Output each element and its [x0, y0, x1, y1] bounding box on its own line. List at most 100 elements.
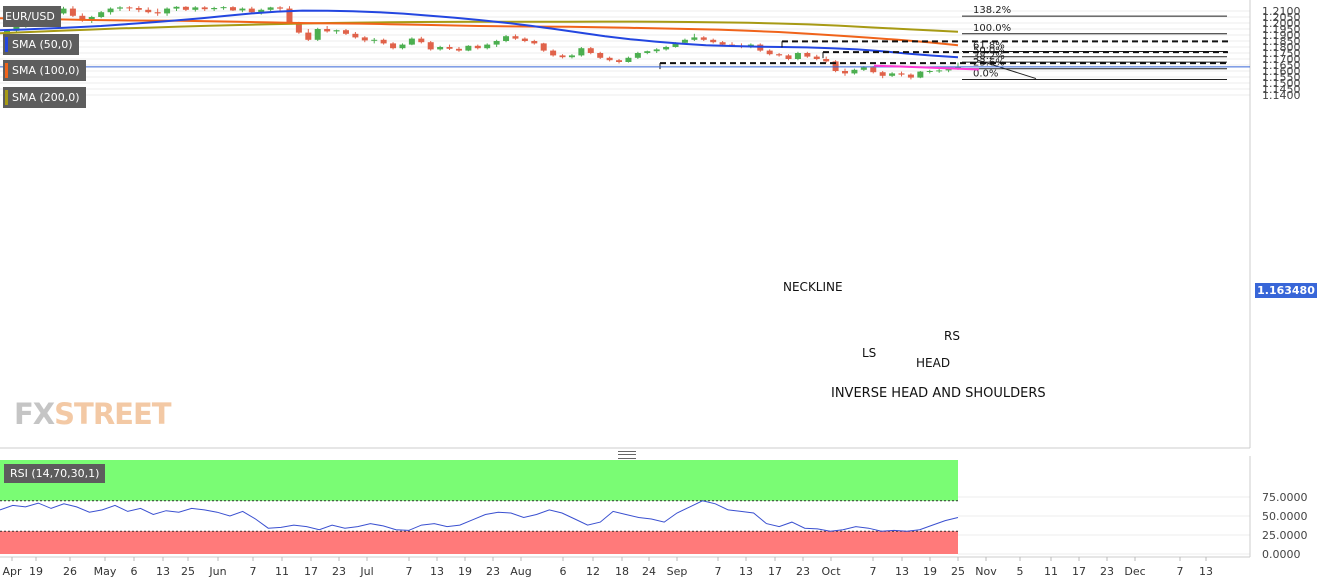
x-tick-label: 25 [181, 565, 195, 578]
x-tick-label: Apr [2, 565, 22, 578]
x-tick-label: 18 [615, 565, 629, 578]
fxstreet-logo: FXSTREET [14, 397, 172, 431]
candle-body [286, 8, 293, 23]
candle-body [220, 7, 227, 9]
x-tick-label: 6 [560, 565, 567, 578]
candle-body [267, 7, 274, 10]
x-tick-label: 7 [870, 565, 877, 578]
candle-body [823, 59, 830, 62]
candle-body [568, 55, 575, 58]
candle-body [776, 54, 783, 56]
candle-body [945, 68, 952, 71]
candle-body [842, 71, 849, 74]
rsi-overbought-zone [0, 460, 958, 501]
rsi-y-tick-label: 75.0000 [1262, 491, 1308, 504]
candle-body [258, 9, 265, 13]
price-y-tick-label: 1.1750 [1262, 47, 1301, 60]
legend-rsi[interactable]: RSI (14,70,30,1) [4, 464, 106, 483]
candle-body [192, 7, 199, 10]
x-tick-label: 13 [1199, 565, 1213, 578]
candle-body [766, 50, 773, 55]
sma200-line [0, 20, 959, 35]
candle-body [540, 43, 547, 51]
x-tick-label: 23 [796, 565, 810, 578]
pane-splitter-handle[interactable] [618, 451, 636, 459]
candle-body [229, 7, 236, 11]
x-tick-label: 17 [768, 565, 782, 578]
candle-body [88, 17, 95, 21]
candle-body [437, 47, 444, 50]
candle-body [352, 33, 359, 38]
candle-body [907, 74, 914, 78]
candle-body [606, 57, 613, 61]
candle-body [69, 8, 76, 16]
price-y-tick-label: 1.1850 [1262, 35, 1301, 48]
logo-street: STREET [54, 397, 171, 431]
candle-body [851, 69, 858, 74]
candle-body [324, 29, 331, 32]
candle-body [926, 71, 933, 72]
legend-instrument: EUR/USD [3, 6, 61, 27]
candle-body [380, 39, 387, 44]
left-shoulder-label: LS [862, 346, 876, 360]
candle-body [860, 67, 867, 70]
x-tick-label: Oct [821, 565, 841, 578]
fib-trend-line [977, 59, 1037, 80]
x-tick-label: Sep [667, 565, 688, 578]
price-y-tick-label: 1.2100 [1262, 5, 1301, 18]
candle-body [135, 8, 142, 10]
candle-body [625, 57, 632, 62]
legend-sma50[interactable]: SMA (50,0) [3, 34, 79, 55]
candle-body [550, 50, 557, 56]
candle-body [616, 60, 623, 62]
candle-body [79, 15, 86, 21]
rsi-line [0, 500, 959, 532]
candle-body [672, 42, 679, 47]
x-tick-label: 13 [156, 565, 170, 578]
x-tick-label: 12 [586, 565, 600, 578]
pattern-label: INVERSE HEAD AND SHOULDERS [831, 386, 1046, 401]
legend-sma100[interactable]: SMA (100,0) [3, 60, 86, 81]
x-tick-label: 19 [458, 565, 472, 578]
price-y-tick-label: 1.1900 [1262, 29, 1301, 42]
price-y-tick-label: 1.1950 [1262, 23, 1301, 36]
x-tick-label: 11 [275, 565, 289, 578]
price-y-tick-label: 1.1500 [1262, 77, 1301, 90]
legend-sma200[interactable]: SMA (200,0) [3, 87, 86, 108]
price-y-tick-label: 1.1550 [1262, 71, 1301, 84]
x-tick-label: 17 [304, 565, 318, 578]
candle-body [503, 36, 510, 41]
candle-body [154, 12, 161, 14]
sma50-line [0, 9, 959, 59]
candle-body [342, 30, 349, 34]
price-y-tick-label: 1.2000 [1262, 17, 1301, 30]
x-tick-label: Jul [359, 565, 373, 578]
price-y-tick-label: 1.1400 [1262, 89, 1301, 102]
sma50-swatch [5, 37, 8, 52]
candle-body [644, 51, 651, 53]
fib-level-label: 100.0% [973, 23, 1011, 34]
candle-body [634, 53, 641, 58]
x-tick-label: 5 [1017, 565, 1024, 578]
legend-sma200-label: SMA (200,0) [12, 91, 80, 104]
candle-body [107, 8, 114, 13]
price-chart[interactable]: 1.21001.20501.20001.19501.19001.18501.18… [0, 0, 1331, 450]
x-tick-label: 19 [923, 565, 937, 578]
price-y-tick-label: 1.1450 [1262, 83, 1301, 96]
candle-body [295, 23, 302, 33]
x-tick-label: Dec [1124, 565, 1145, 578]
fib-level-label: 61.8% [973, 40, 1005, 51]
candle-body [173, 6, 180, 9]
rsi-y-tick-label: 50.0000 [1262, 510, 1308, 523]
candle-body [832, 61, 839, 71]
x-tick-label: 13 [739, 565, 753, 578]
candle-body [427, 42, 434, 50]
fib-level-label: 38.2% [973, 51, 1005, 62]
price-plot-background [0, 0, 1250, 448]
x-tick-label: 23 [1100, 565, 1114, 578]
x-tick-label: 13 [430, 565, 444, 578]
candle-body [804, 53, 811, 57]
candle-body [408, 38, 415, 45]
rsi-chart[interactable]: 75.0000 50.0000 25.0000 0.0000 Apr 19 26 May 6 13… [0, 456, 1331, 583]
candle-body [116, 7, 123, 9]
